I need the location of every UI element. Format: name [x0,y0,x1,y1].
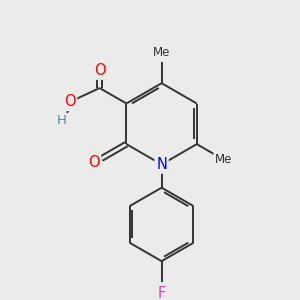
Text: F: F [158,286,166,300]
Text: H: H [56,114,66,127]
Text: O: O [88,155,100,170]
Text: Me: Me [153,46,170,59]
Text: O: O [94,63,105,78]
Text: O: O [64,94,76,110]
Text: N: N [156,157,167,172]
Text: Me: Me [215,153,232,166]
